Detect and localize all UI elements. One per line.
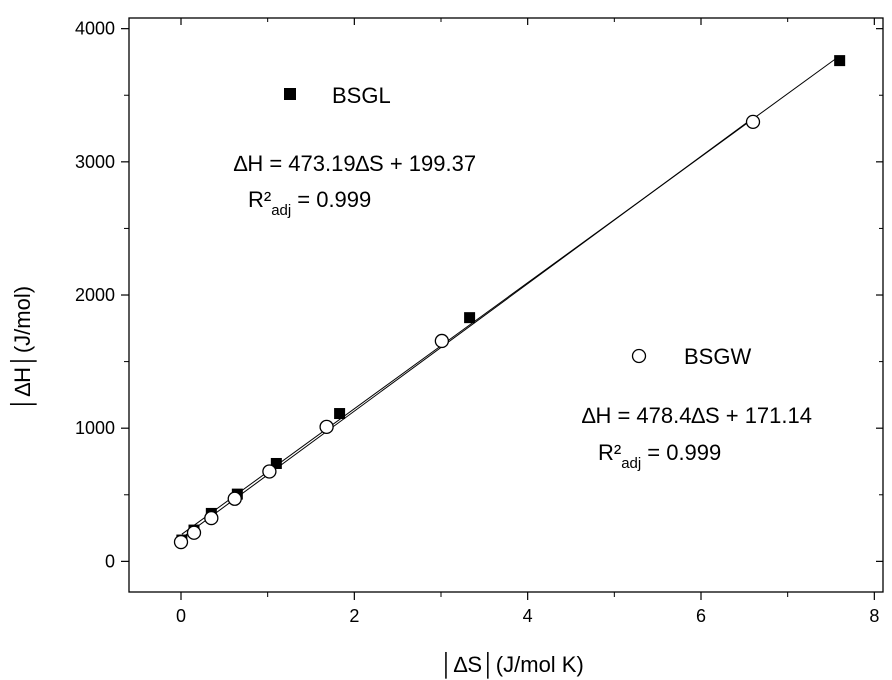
bsgw-legend-marker — [631, 348, 647, 364]
x-axis-ticks: 0 2 4 6 8 — [176, 18, 879, 626]
y-tick-label: 2000 — [75, 285, 115, 305]
y-tick-label: 4000 — [75, 19, 115, 39]
point-bsgw — [745, 114, 761, 130]
y-axis-ticks: 0 1000 2000 3000 4000 — [75, 19, 883, 571]
bsgw-r2-prefix: R² — [598, 440, 621, 465]
point-bsgl — [834, 55, 846, 67]
point-bsgw — [319, 419, 334, 435]
bsgw-r2: R²adj = 0.999 — [598, 440, 721, 472]
x-tick-label: 8 — [869, 606, 879, 626]
x-tick-label: 0 — [176, 606, 186, 626]
bsgw-legend-label: BSGW — [684, 344, 751, 369]
fit-line-bsgl — [181, 55, 840, 535]
y-tick-label: 1000 — [75, 418, 115, 438]
point-bsgw — [262, 464, 277, 479]
x-tick-label: 6 — [696, 606, 706, 626]
point-bsgw — [434, 333, 450, 349]
bsgw-legend: BSGW — [631, 344, 751, 369]
point-bsgw — [227, 491, 242, 506]
x-tick-label: 4 — [523, 606, 533, 626]
point-bsgw — [204, 510, 219, 526]
point-bsgl — [464, 312, 476, 324]
point-bsgw — [173, 534, 189, 550]
bsgl-r2: R²adj = 0.999 — [248, 187, 371, 219]
bsgl-r2-sub: adj — [271, 202, 291, 219]
point-bsgw — [186, 525, 202, 540]
minor-ticks — [124, 18, 883, 597]
plot-border — [128, 17, 884, 593]
point-bsgl — [334, 408, 346, 420]
bsgw-r2-value: = 0.999 — [647, 440, 721, 465]
bsgl-legend-marker — [284, 88, 296, 100]
plot-frame — [128, 17, 884, 593]
y-tick-label: 0 — [105, 551, 115, 571]
bsgl-r2-value: = 0.999 — [297, 187, 371, 212]
x-axis-title: │∆S│(J/mol K) — [440, 651, 584, 679]
y-axis-title: │∆H│(J/mol) — [9, 286, 37, 410]
data-markers — [173, 55, 846, 550]
bsgl-legend: BSGL — [284, 83, 391, 108]
bsgl-r2-prefix: R² — [248, 187, 271, 212]
x-tick-label: 2 — [349, 606, 359, 626]
y-tick-label: 3000 — [75, 152, 115, 172]
bsgl-legend-label: BSGL — [332, 83, 391, 108]
bsgw-r2-sub: adj — [621, 455, 641, 472]
bsgl-equation: ∆H = 473.19∆S + 199.37 — [234, 151, 476, 176]
point-bsgl — [270, 457, 282, 469]
bsgw-equation: ∆H = 478.4∆S + 171.14 — [582, 403, 812, 428]
